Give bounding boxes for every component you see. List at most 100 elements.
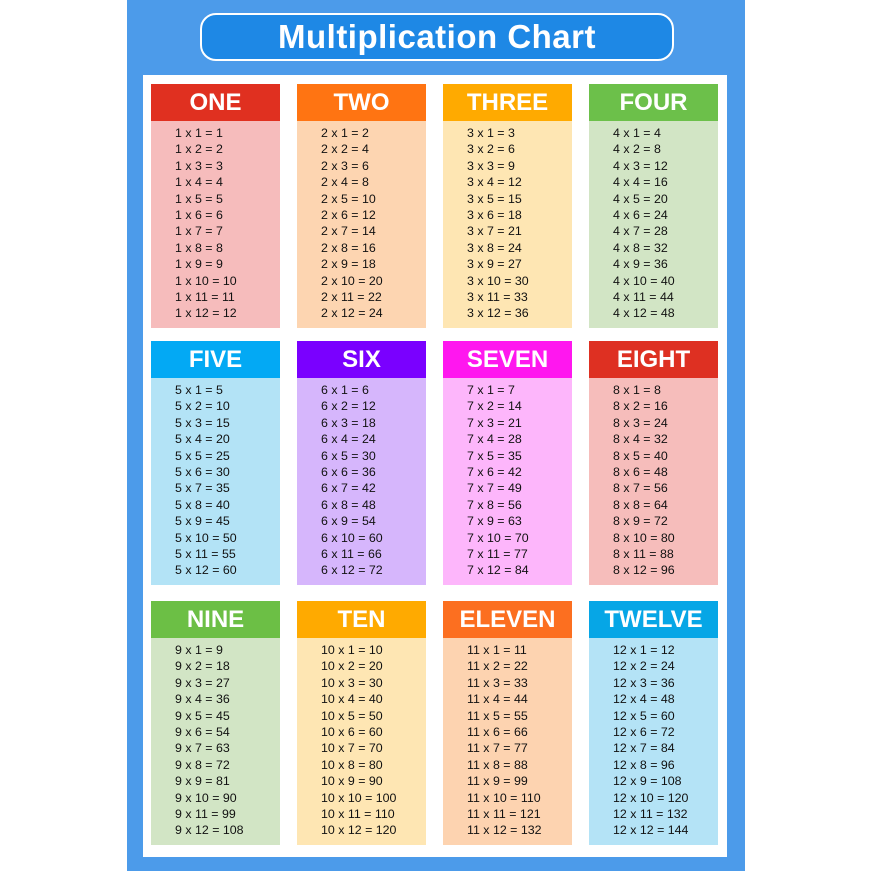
equation-line: 6 x 10 = 60 — [321, 530, 383, 545]
equation-line: 6 x 5 = 30 — [321, 448, 376, 463]
equation-line: 3 x 9 = 27 — [467, 257, 522, 272]
equation-line: 1 x 6 = 6 — [175, 208, 223, 223]
equation-line: 10 x 12 = 120 — [321, 823, 397, 838]
equation-line: 12 x 11 = 132 — [613, 807, 688, 822]
equation-line: 11 x 11 = 121 — [467, 807, 541, 822]
times-table-card-twelve: TWELVE 12 x 1 = 12 12 x 2 = 24 12 x 3 = 36 1… — [589, 601, 718, 845]
card-header: FOUR — [589, 84, 718, 121]
card-header: ELEVEN — [443, 601, 572, 638]
equation-line: 2 x 7 = 14 — [321, 224, 376, 239]
equation-line: 3 x 5 = 15 — [467, 191, 522, 206]
card-body: 12 x 1 = 12 12 x 2 = 24 12 x 3 = 36 12 x 4 … — [589, 638, 718, 845]
card-header: TWELVE — [589, 601, 718, 638]
equation-line: 8 x 6 = 48 — [613, 465, 668, 480]
equation-line: 7 x 11 = 77 — [467, 547, 528, 562]
equation-line: 4 x 3 = 12 — [613, 158, 668, 173]
equation-line: 7 x 12 = 84 — [467, 563, 529, 578]
equation-line: 6 x 9 = 54 — [321, 514, 376, 529]
equation-line: 11 x 1 = 11 — [467, 643, 527, 657]
equation-line: 2 x 3 = 6 — [321, 158, 369, 173]
equation-line: 1 x 8 = 8 — [175, 240, 223, 255]
times-table-card-seven: SEVEN 7 x 1 = 7 7 x 2 = 14 7 x 3 = 21 7 x 4 … — [443, 341, 572, 585]
equation-line: 10 x 1 = 10 — [321, 643, 383, 657]
equation-line: 8 x 7 = 56 — [613, 481, 668, 496]
equation-line: 5 x 10 = 50 — [175, 530, 237, 545]
equation-line: 11 x 10 = 110 — [467, 790, 541, 805]
equation-line: 4 x 4 = 16 — [613, 175, 668, 190]
equation-line: 8 x 1 = 8 — [613, 383, 661, 397]
equation-line: 8 x 4 = 32 — [613, 432, 668, 447]
equation-line: 12 x 6 = 72 — [613, 725, 675, 740]
equation-line: 9 x 8 = 72 — [175, 757, 230, 772]
equation-line: 7 x 8 = 56 — [467, 497, 522, 512]
equation-line: 4 x 6 = 24 — [613, 208, 668, 223]
equation-line: 9 x 5 = 45 — [175, 708, 230, 723]
equation-line: 8 x 12 = 96 — [613, 563, 675, 578]
equation-line: 1 x 9 = 9 — [175, 257, 223, 272]
equation-line: 11 x 3 = 33 — [467, 675, 528, 690]
equation-line: 2 x 2 = 4 — [321, 142, 369, 157]
equation-line: 6 x 4 = 24 — [321, 432, 376, 447]
equation-line: 7 x 10 = 70 — [467, 530, 529, 545]
equation-line: 5 x 3 = 15 — [175, 415, 230, 430]
equation-line: 10 x 10 = 100 — [321, 790, 397, 805]
card-body: 11 x 1 = 11 11 x 2 = 22 11 x 3 = 33 11 x 4 … — [443, 638, 572, 845]
equation-line: 7 x 3 = 21 — [467, 415, 522, 430]
equation-line: 5 x 8 = 40 — [175, 497, 230, 512]
equation-line: 3 x 3 = 9 — [467, 158, 515, 173]
equation-line: 11 x 4 = 44 — [467, 692, 528, 707]
card-header: SIX — [297, 341, 426, 378]
equation-line: 8 x 2 = 16 — [613, 399, 668, 414]
times-table-card-ten: TEN 10 x 1 = 10 10 x 2 = 20 10 x 3 = 30 10 x… — [297, 601, 426, 845]
equation-line: 8 x 5 = 40 — [613, 448, 668, 463]
equation-line: 10 x 6 = 60 — [321, 725, 383, 740]
equation-line: 12 x 4 = 48 — [613, 692, 675, 707]
page-title: Multiplication Chart — [200, 13, 674, 61]
equation-line: 9 x 2 = 18 — [175, 659, 230, 674]
equation-line: 4 x 7 = 28 — [613, 224, 668, 239]
equation-line: 4 x 10 = 40 — [613, 273, 675, 288]
equation-line: 11 x 2 = 22 — [467, 659, 528, 674]
card-header: TWO — [297, 84, 426, 121]
equation-line: 1 x 7 = 7 — [175, 224, 223, 239]
equation-line: 1 x 2 = 2 — [175, 142, 223, 157]
equation-line: 6 x 11 = 66 — [321, 547, 382, 562]
equation-line: 5 x 4 = 20 — [175, 432, 230, 447]
equation-line: 12 x 10 = 120 — [613, 790, 689, 805]
card-header: EIGHT — [589, 341, 718, 378]
equation-line: 6 x 7 = 42 — [321, 481, 376, 496]
equation-line: 3 x 12 = 36 — [467, 306, 529, 321]
equation-line: 8 x 10 = 80 — [613, 530, 675, 545]
equation-line: 3 x 11 = 33 — [467, 290, 528, 305]
equation-line: 3 x 4 = 12 — [467, 175, 522, 190]
equation-line: 10 x 4 = 40 — [321, 692, 383, 707]
equation-line: 3 x 6 = 18 — [467, 208, 522, 223]
card-header: FIVE — [151, 341, 280, 378]
equation-line: 12 x 9 = 108 — [613, 774, 682, 789]
equation-line: 2 x 4 = 8 — [321, 175, 369, 190]
card-body: 10 x 1 = 10 10 x 2 = 20 10 x 3 = 30 10 x 4 … — [297, 638, 426, 845]
equation-line: 5 x 2 = 10 — [175, 399, 230, 414]
card-header: NINE — [151, 601, 280, 638]
equation-line: 2 x 11 = 22 — [321, 290, 382, 305]
equation-line: 9 x 4 = 36 — [175, 692, 230, 707]
equation-line: 2 x 12 = 24 — [321, 306, 383, 321]
equation-line: 2 x 1 = 2 — [321, 126, 369, 140]
equation-line: 7 x 9 = 63 — [467, 514, 522, 529]
equation-line: 7 x 6 = 42 — [467, 465, 522, 480]
equation-line: 7 x 1 = 7 — [467, 383, 515, 397]
equation-line: 9 x 7 = 63 — [175, 741, 230, 756]
equation-line: 12 x 2 = 24 — [613, 659, 675, 674]
equation-line: 10 x 9 = 90 — [321, 774, 383, 789]
equation-line: 4 x 5 = 20 — [613, 191, 668, 206]
equation-line: 6 x 8 = 48 — [321, 497, 376, 512]
equation-line: 11 x 9 = 99 — [467, 774, 528, 789]
equation-line: 7 x 5 = 35 — [467, 448, 522, 463]
equation-line: 12 x 12 = 144 — [613, 823, 689, 838]
